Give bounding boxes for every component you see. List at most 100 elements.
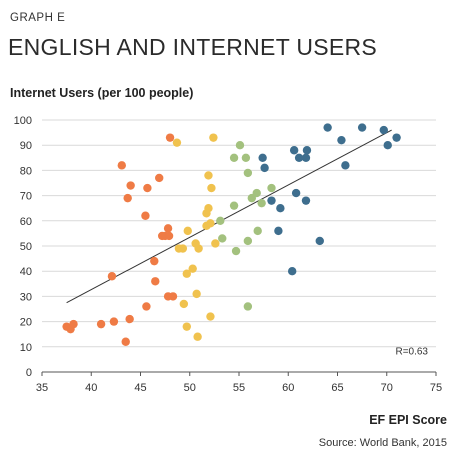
- data-point: [267, 196, 276, 205]
- data-point: [168, 292, 178, 301]
- x-tick-label: 40: [85, 382, 97, 394]
- data-point: [206, 312, 215, 321]
- chart-title: ENGLISH AND INTERNET USERS: [8, 34, 378, 60]
- data-point: [341, 161, 350, 170]
- y-tick-label: 70: [20, 191, 32, 203]
- x-tick-label: 65: [331, 382, 343, 394]
- y-tick-label: 80: [20, 165, 32, 177]
- data-point: [315, 236, 324, 246]
- data-point: [337, 135, 346, 145]
- data-point: [257, 198, 266, 208]
- y-tick-label: 30: [20, 291, 32, 303]
- grid-lines: [42, 119, 436, 348]
- trendline: [66, 129, 392, 304]
- data-point: [123, 193, 132, 203]
- data-point: [260, 163, 269, 173]
- data-point: [206, 219, 215, 228]
- data-point: [383, 141, 392, 150]
- data-point: [252, 188, 261, 198]
- data-point: [172, 138, 182, 147]
- data-point: [301, 196, 311, 205]
- data-point: [126, 181, 135, 190]
- x-tick-label: 45: [134, 382, 146, 394]
- data-point: [179, 299, 189, 309]
- data-point: [182, 269, 191, 278]
- x-tick-label: 35: [36, 382, 48, 394]
- data-point: [142, 302, 151, 311]
- data-point: [235, 141, 245, 150]
- data-point: [125, 314, 134, 324]
- data-point: [194, 244, 203, 253]
- data-point: [218, 234, 227, 243]
- data-point: [193, 332, 202, 341]
- x-tick-label: 75: [430, 382, 442, 394]
- data-point: [150, 256, 159, 266]
- data-point: [294, 153, 304, 162]
- x-tick-label: 70: [381, 382, 393, 394]
- data-point: [231, 246, 241, 256]
- data-point: [164, 231, 174, 241]
- data-point: [357, 123, 367, 132]
- data-point: [211, 239, 220, 248]
- data-point: [243, 236, 253, 246]
- data-point: [207, 183, 216, 193]
- y-tick-label: 10: [20, 342, 32, 354]
- data-point: [165, 133, 175, 142]
- data-point: [182, 322, 191, 331]
- data-point: [209, 133, 218, 142]
- correlation-annotation: R=0.63: [395, 346, 428, 357]
- data-point: [323, 123, 332, 132]
- y-tick-label: 90: [20, 140, 32, 152]
- x-axis-label: EF EPI Score: [369, 413, 447, 427]
- data-point: [253, 226, 262, 236]
- y-tick-label: 40: [20, 266, 32, 278]
- data-point: [243, 302, 253, 311]
- x-tick-label: 50: [184, 382, 196, 394]
- data-point: [302, 146, 312, 155]
- data-point: [155, 173, 164, 183]
- annotation-group: R=0.63: [395, 346, 428, 357]
- data-point: [69, 319, 78, 329]
- data-point: [202, 209, 211, 218]
- y-tick-label: 100: [14, 115, 32, 127]
- data-point: [241, 153, 251, 162]
- data-point: [229, 201, 239, 210]
- x-tick-label: 55: [233, 382, 245, 394]
- data-point: [183, 226, 192, 236]
- y-tick-label: 20: [20, 317, 32, 329]
- data-points: [62, 123, 401, 346]
- data-point: [243, 168, 253, 178]
- data-point: [192, 289, 201, 299]
- data-point: [188, 264, 197, 273]
- axes: [41, 371, 437, 376]
- tick-labels: 0 10 20 30 40 50 60 70 80 90 100 35 40 45 50 55 60 65 70 75: [14, 115, 442, 394]
- data-point: [96, 319, 106, 329]
- y-tick-label: 50: [20, 241, 32, 253]
- data-point: [109, 317, 119, 326]
- data-point: [287, 267, 297, 276]
- data-point: [107, 272, 117, 281]
- data-point: [379, 125, 388, 135]
- data-point: [291, 188, 301, 198]
- data-point: [143, 183, 152, 193]
- data-point: [163, 224, 173, 233]
- x-tick-label: 60: [282, 382, 294, 394]
- data-point: [289, 146, 299, 155]
- data-point: [301, 153, 311, 162]
- data-point: [204, 171, 213, 180]
- data-point: [216, 216, 225, 225]
- data-point: [258, 153, 267, 162]
- y-tick-label: 60: [20, 216, 32, 228]
- source-note: Source: World Bank, 2015: [318, 437, 447, 449]
- data-point: [121, 337, 130, 346]
- y-tick-label: 0: [26, 367, 32, 379]
- data-point: [141, 211, 150, 220]
- data-point: [392, 133, 401, 142]
- data-point: [178, 244, 188, 253]
- data-point: [274, 226, 283, 236]
- data-point: [117, 161, 126, 170]
- graph-label: GRAPH E: [10, 12, 66, 24]
- data-point: [229, 153, 239, 162]
- trendline-group: [66, 129, 392, 304]
